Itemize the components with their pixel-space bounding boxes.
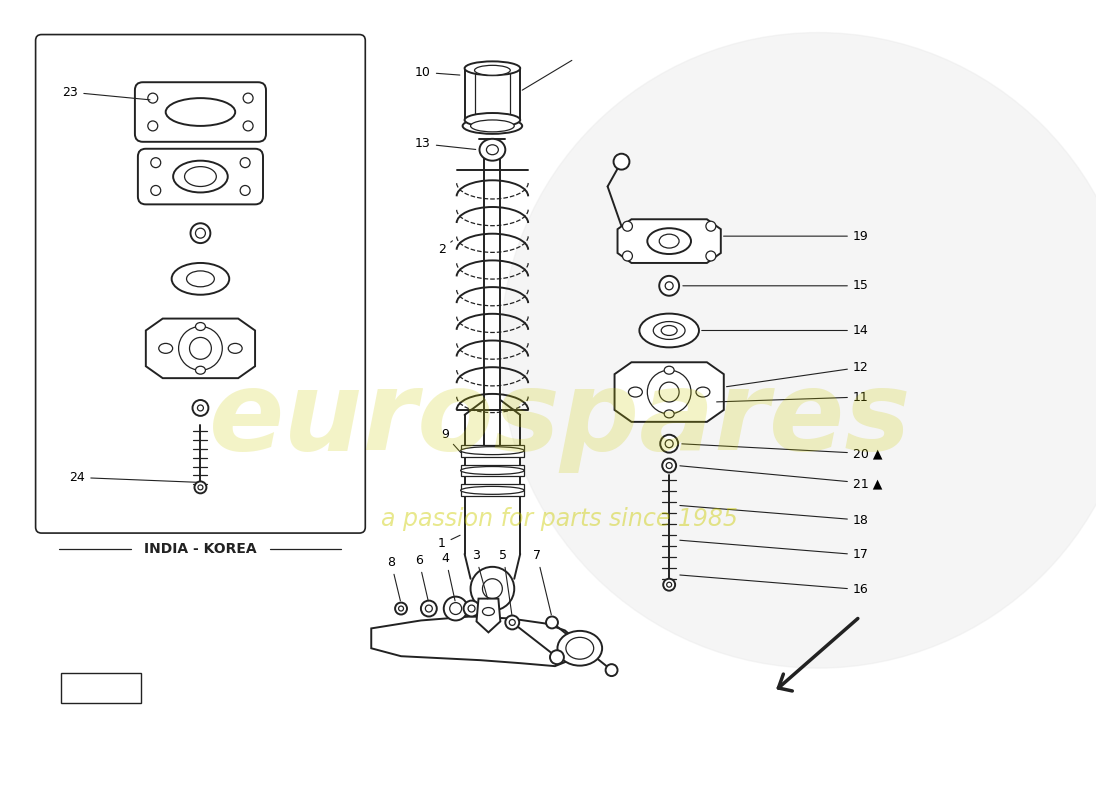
Text: 10: 10 [415, 66, 460, 78]
Text: 13: 13 [415, 138, 475, 150]
Ellipse shape [158, 343, 173, 354]
Bar [461, 445, 525, 457]
Text: 14: 14 [702, 324, 869, 337]
Circle shape [147, 93, 157, 103]
Text: 4: 4 [442, 552, 455, 601]
Circle shape [151, 186, 161, 195]
Text: a passion for parts since 1985: a passion for parts since 1985 [382, 507, 738, 531]
Text: 19: 19 [724, 230, 869, 242]
Ellipse shape [565, 638, 594, 659]
Text: eurospares: eurospares [209, 366, 911, 474]
Ellipse shape [483, 607, 494, 615]
Circle shape [463, 601, 480, 617]
Text: 12: 12 [726, 361, 869, 386]
Circle shape [706, 222, 716, 231]
Text: 15: 15 [683, 279, 869, 292]
Text: 18: 18 [680, 506, 869, 526]
Bar [461, 465, 525, 477]
Text: 20 ▲: 20 ▲ [682, 444, 882, 460]
Ellipse shape [229, 343, 242, 354]
Text: 17: 17 [680, 540, 869, 562]
Circle shape [243, 121, 253, 131]
Ellipse shape [471, 120, 515, 132]
Ellipse shape [463, 118, 522, 134]
Circle shape [443, 597, 468, 621]
Ellipse shape [664, 366, 674, 374]
Ellipse shape [664, 410, 674, 418]
Circle shape [395, 602, 407, 614]
Ellipse shape [461, 466, 525, 474]
Circle shape [614, 154, 629, 170]
Polygon shape [372, 617, 580, 666]
Text: 8: 8 [387, 556, 400, 601]
Ellipse shape [558, 631, 602, 666]
Ellipse shape [172, 263, 229, 294]
Circle shape [421, 601, 437, 617]
Text: 9: 9 [441, 428, 461, 453]
Ellipse shape [628, 387, 642, 397]
Ellipse shape [474, 66, 510, 75]
FancyBboxPatch shape [135, 82, 266, 142]
Bar [461, 485, 525, 496]
Ellipse shape [464, 113, 520, 127]
Circle shape [660, 434, 678, 453]
Circle shape [243, 93, 253, 103]
Text: 6: 6 [415, 554, 428, 601]
Ellipse shape [461, 486, 525, 494]
Text: 2: 2 [438, 241, 452, 255]
Text: 11: 11 [716, 390, 869, 403]
Polygon shape [615, 362, 724, 422]
Circle shape [623, 222, 632, 231]
Circle shape [500, 33, 1100, 668]
Ellipse shape [639, 314, 698, 347]
Circle shape [195, 482, 207, 494]
Text: 5: 5 [499, 549, 512, 614]
Circle shape [151, 158, 161, 168]
Polygon shape [617, 219, 720, 263]
Ellipse shape [166, 98, 235, 126]
Text: 1: 1 [438, 535, 460, 550]
Circle shape [240, 186, 250, 195]
Polygon shape [476, 598, 501, 632]
Ellipse shape [196, 322, 206, 330]
Text: 23: 23 [63, 86, 150, 100]
Ellipse shape [196, 366, 206, 374]
Circle shape [663, 578, 675, 590]
Circle shape [192, 400, 208, 416]
Ellipse shape [696, 387, 710, 397]
Text: 16: 16 [680, 575, 869, 596]
Text: ▲ = 1: ▲ = 1 [84, 682, 119, 694]
Circle shape [546, 617, 558, 629]
Polygon shape [146, 318, 255, 378]
Circle shape [662, 458, 676, 473]
Text: INDIA - KOREA: INDIA - KOREA [144, 542, 256, 556]
Bar [62, 673, 141, 703]
Text: 21 ▲: 21 ▲ [680, 466, 882, 490]
Ellipse shape [464, 62, 520, 75]
FancyBboxPatch shape [138, 149, 263, 204]
Circle shape [606, 664, 617, 676]
Text: 7: 7 [534, 549, 551, 614]
Circle shape [706, 251, 716, 261]
Circle shape [240, 158, 250, 168]
Ellipse shape [173, 161, 228, 193]
Ellipse shape [187, 271, 214, 286]
Circle shape [659, 276, 679, 296]
Ellipse shape [480, 139, 505, 161]
Circle shape [550, 650, 564, 664]
Ellipse shape [647, 228, 691, 254]
Circle shape [505, 615, 519, 630]
Ellipse shape [653, 322, 685, 339]
Text: 3: 3 [472, 549, 487, 599]
Circle shape [190, 223, 210, 243]
Circle shape [147, 121, 157, 131]
Text: 24: 24 [69, 471, 198, 484]
Circle shape [471, 567, 515, 610]
Circle shape [623, 251, 632, 261]
Ellipse shape [461, 446, 525, 454]
